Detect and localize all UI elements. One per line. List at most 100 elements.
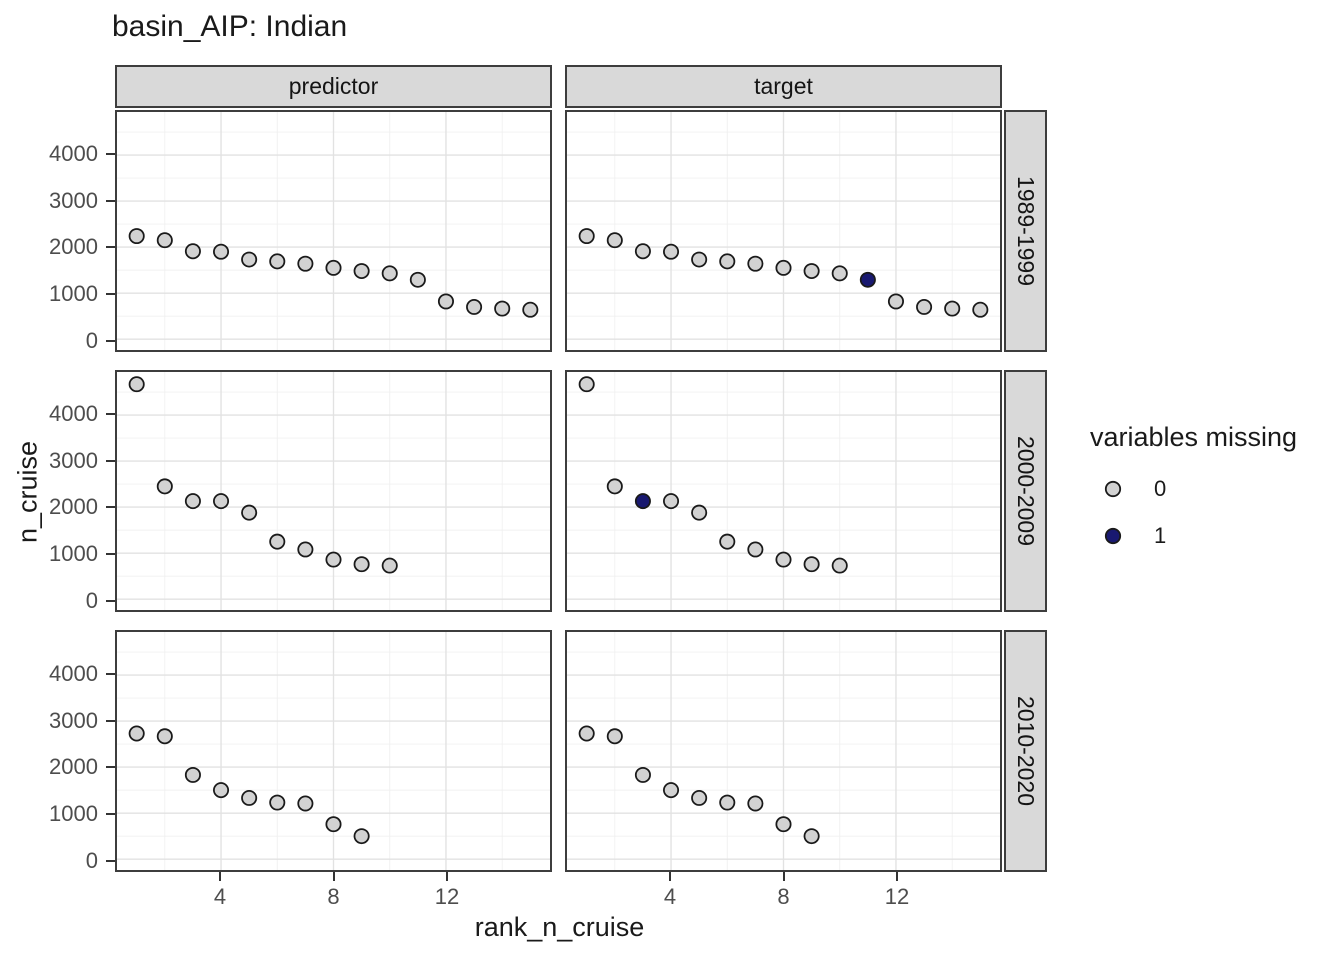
- data-point: [944, 300, 961, 317]
- data-point: [916, 298, 933, 315]
- y-tick-label: 4000: [49, 660, 98, 686]
- y-tick-label: 0: [85, 848, 98, 873]
- y-tick-label: 4000: [49, 400, 98, 426]
- data-point: [634, 766, 651, 783]
- x-tick-mark: [896, 872, 898, 881]
- y-tick-mark: [106, 459, 115, 462]
- data-point: [325, 551, 342, 568]
- data-point: [325, 259, 342, 276]
- data-point: [719, 533, 736, 550]
- facet-row-strip-1989-1999: 1989-1999: [1004, 110, 1047, 352]
- data-point: [775, 551, 792, 568]
- data-point: [466, 298, 483, 315]
- data-point: [747, 541, 764, 558]
- data-point: [128, 725, 145, 742]
- panel-plot-surface: [117, 632, 550, 870]
- legend-label-0: 0: [1154, 476, 1167, 501]
- y-tick-mark: [106, 813, 115, 816]
- data-point: [241, 251, 258, 268]
- y-tick-label: 1000: [49, 281, 98, 307]
- data-point: [241, 789, 258, 806]
- data-point: [634, 243, 651, 260]
- facet-row-label-2000-2009: 2000-2009: [1013, 436, 1039, 546]
- y-axis-title: n_cruise: [12, 440, 43, 544]
- data-point: [831, 557, 848, 574]
- y-tick-mark: [106, 719, 115, 722]
- y-tick-label: 2000: [49, 234, 98, 260]
- data-point: [213, 782, 230, 799]
- x-tick-mark: [332, 872, 335, 881]
- data-point: [269, 253, 286, 270]
- data-point: [719, 253, 736, 270]
- data-point: [578, 228, 595, 245]
- y-tick-label: 2000: [49, 754, 98, 780]
- data-point: [269, 533, 286, 550]
- data-point: [691, 251, 708, 268]
- y-tick-mark: [106, 672, 115, 675]
- data-point: [213, 493, 230, 510]
- panel-predictor-1989-1999: [115, 110, 552, 352]
- y-tick-label: 2000: [49, 494, 98, 520]
- facet-col-strip-predictor: predictor: [115, 65, 552, 108]
- y-tick-mark: [106, 506, 115, 509]
- plot-title: basin_AIP: Indian: [112, 10, 348, 43]
- legend-title: variables missing: [1090, 422, 1298, 452]
- y-tick-label: 1000: [49, 541, 98, 567]
- facet-row-strip-2000-2009: 2000-2009: [1004, 370, 1047, 612]
- panel-predictor-2000-2009: [115, 370, 552, 612]
- data-point: [606, 232, 623, 249]
- data-point: [128, 228, 145, 245]
- data-point: [972, 301, 989, 318]
- y-tick-mark: [106, 246, 115, 249]
- y-tick-mark: [106, 199, 115, 202]
- x-tick-mark: [782, 872, 785, 881]
- data-point: [156, 728, 173, 745]
- legend-item-0: 0: [1098, 474, 1166, 504]
- data-point: [156, 232, 173, 249]
- data-point: [747, 255, 764, 272]
- y-tick-label: 0: [85, 588, 98, 613]
- x-tick-mark: [446, 872, 448, 881]
- data-point: [213, 243, 230, 260]
- data-point: [325, 816, 342, 833]
- data-point: [409, 271, 426, 288]
- x-tick-label: 4: [213, 884, 227, 909]
- data-point: [353, 556, 370, 573]
- panel-plot-surface: [117, 112, 550, 350]
- data-point: [381, 557, 398, 574]
- data-point: [663, 782, 680, 799]
- y-tick-mark: [106, 293, 115, 296]
- data-point: [184, 493, 201, 510]
- data-point: [184, 766, 201, 783]
- data-point: [437, 293, 454, 310]
- data-point: [803, 263, 820, 280]
- y-tick-mark: [106, 553, 115, 556]
- data-point: [156, 478, 173, 495]
- data-point: [494, 300, 511, 317]
- y-tick-mark: [106, 340, 115, 342]
- facet-col-strip-target: target: [565, 65, 1002, 108]
- x-axis-title: rank_n_cruise: [474, 912, 645, 942]
- data-point: [128, 376, 145, 393]
- data-point: [381, 265, 398, 282]
- data-point: [578, 725, 595, 742]
- data-point: [663, 243, 680, 260]
- y-tick-mark: [106, 600, 115, 602]
- data-point: [578, 376, 595, 393]
- y-tick-mark: [106, 860, 115, 862]
- data-point: [606, 478, 623, 495]
- x-tick-label: 12: [884, 884, 910, 909]
- data-point: [803, 556, 820, 573]
- facet-row-label-2010-2020: 2010-2020: [1013, 696, 1039, 806]
- x-tick-label: 4: [663, 884, 677, 909]
- data-point: [775, 816, 792, 833]
- y-tick-label: 1000: [49, 801, 98, 827]
- x-tick-label: 8: [327, 884, 340, 909]
- panel-predictor-2010-2020: [115, 630, 552, 872]
- data-point: [831, 265, 848, 282]
- data-point: [887, 293, 904, 310]
- data-point: [775, 259, 792, 276]
- data-point: [241, 504, 258, 521]
- facet-row-strip-2010-2020: 2010-2020: [1004, 630, 1047, 872]
